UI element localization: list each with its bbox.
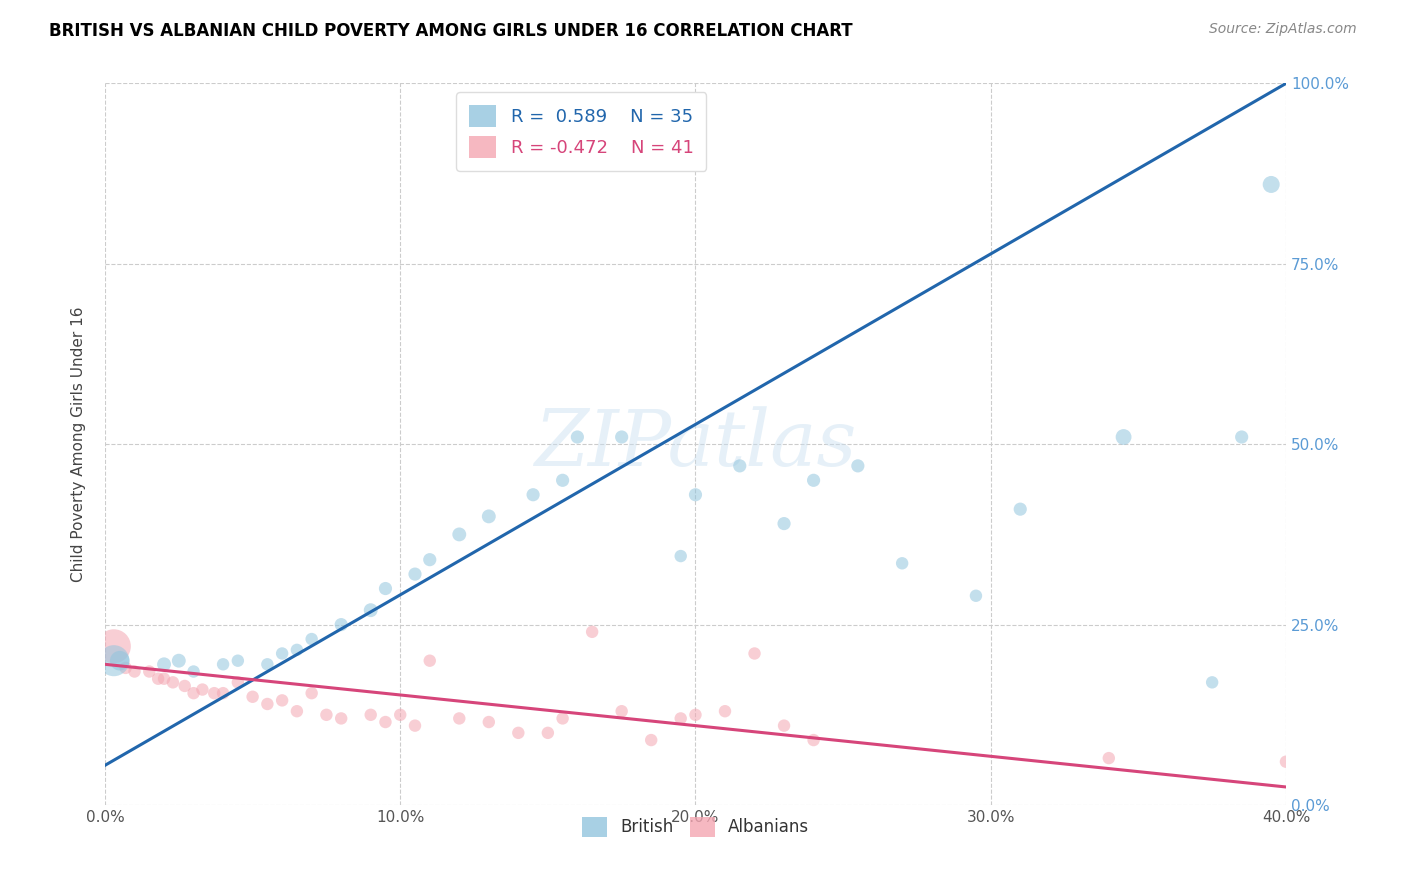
Point xyxy=(537,726,560,740)
Point xyxy=(146,672,169,686)
Point xyxy=(103,654,125,668)
Point xyxy=(108,654,131,668)
Point xyxy=(138,665,160,679)
Point xyxy=(173,679,195,693)
Text: ZIPatlas: ZIPatlas xyxy=(534,406,856,483)
Point xyxy=(522,488,544,502)
Point xyxy=(846,458,869,473)
Y-axis label: Child Poverty Among Girls Under 16: Child Poverty Among Girls Under 16 xyxy=(72,307,86,582)
Point xyxy=(478,714,501,729)
Point xyxy=(404,567,426,582)
Point xyxy=(1112,430,1135,444)
Point xyxy=(744,647,766,661)
Point xyxy=(419,552,441,566)
Point xyxy=(773,516,796,531)
Point xyxy=(1010,502,1032,516)
Point xyxy=(669,549,692,563)
Point xyxy=(1098,751,1121,765)
Point xyxy=(315,707,337,722)
Point xyxy=(891,556,914,570)
Point xyxy=(167,654,190,668)
Point xyxy=(773,718,796,732)
Point xyxy=(162,675,184,690)
Point xyxy=(669,711,692,725)
Point xyxy=(301,686,323,700)
Point xyxy=(271,647,294,661)
Point xyxy=(714,704,737,718)
Point xyxy=(685,488,707,502)
Point xyxy=(360,707,382,722)
Point xyxy=(183,665,205,679)
Point xyxy=(1230,430,1253,444)
Point xyxy=(389,707,412,722)
Point xyxy=(271,693,294,707)
Point xyxy=(285,704,308,718)
Legend: British, Albanians: British, Albanians xyxy=(575,810,815,844)
Point xyxy=(202,686,225,700)
Point xyxy=(103,640,125,654)
Point xyxy=(226,675,249,690)
Point xyxy=(728,458,751,473)
Point xyxy=(191,682,214,697)
Point xyxy=(404,718,426,732)
Point xyxy=(1201,675,1223,690)
Point xyxy=(965,589,987,603)
Point xyxy=(374,714,396,729)
Point xyxy=(183,686,205,700)
Point xyxy=(449,711,471,725)
Point xyxy=(256,657,278,672)
Point xyxy=(803,473,825,487)
Point xyxy=(640,733,662,747)
Point xyxy=(803,733,825,747)
Point xyxy=(330,617,353,632)
Point xyxy=(330,711,353,725)
Point xyxy=(124,665,146,679)
Point xyxy=(226,654,249,668)
Point xyxy=(551,711,574,725)
Point xyxy=(153,672,176,686)
Point xyxy=(212,686,235,700)
Point xyxy=(1275,755,1298,769)
Point xyxy=(242,690,264,704)
Point xyxy=(551,473,574,487)
Point xyxy=(449,527,471,541)
Point xyxy=(478,509,501,524)
Point xyxy=(256,697,278,711)
Point xyxy=(685,707,707,722)
Point xyxy=(153,657,176,672)
Point xyxy=(212,657,235,672)
Text: BRITISH VS ALBANIAN CHILD POVERTY AMONG GIRLS UNDER 16 CORRELATION CHART: BRITISH VS ALBANIAN CHILD POVERTY AMONG … xyxy=(49,22,853,40)
Point xyxy=(610,704,633,718)
Point xyxy=(374,582,396,596)
Text: Source: ZipAtlas.com: Source: ZipAtlas.com xyxy=(1209,22,1357,37)
Point xyxy=(419,654,441,668)
Point xyxy=(581,624,603,639)
Point xyxy=(610,430,633,444)
Point xyxy=(360,603,382,617)
Point xyxy=(1260,178,1282,192)
Point xyxy=(301,632,323,646)
Point xyxy=(285,643,308,657)
Point xyxy=(508,726,530,740)
Point xyxy=(567,430,589,444)
Point xyxy=(114,661,136,675)
